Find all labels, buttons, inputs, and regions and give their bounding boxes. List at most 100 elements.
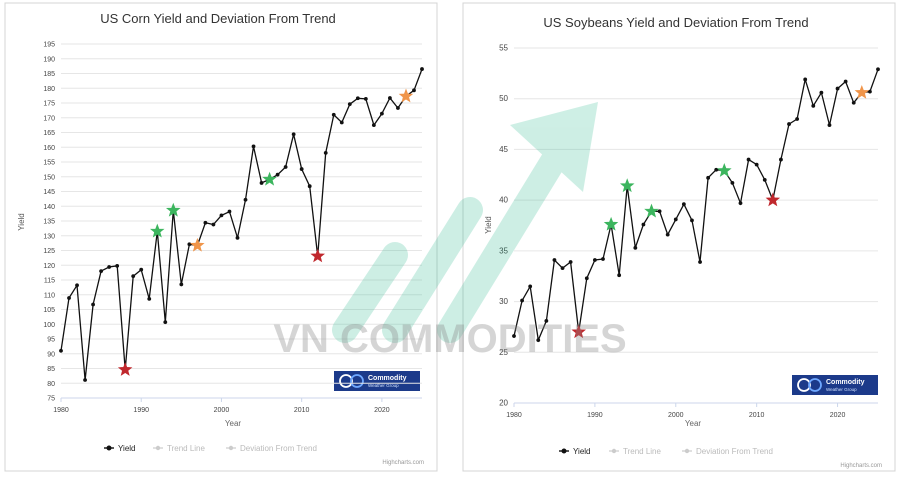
soy-data-point[interactable]	[665, 232, 670, 237]
corn-data-point[interactable]	[147, 296, 152, 301]
corn-data-point[interactable]	[379, 111, 384, 116]
soy-data-point[interactable]	[868, 89, 872, 94]
corn-data-point[interactable]	[75, 283, 79, 288]
corn-data-point[interactable]	[388, 96, 392, 100]
corn-data-point[interactable]	[363, 96, 368, 101]
soy-deviation-star-icon[interactable]	[854, 84, 870, 99]
soy-data-point[interactable]	[795, 117, 800, 121]
soy-data-point[interactable]	[827, 123, 832, 127]
soy-deviation-star-icon[interactable]	[765, 192, 781, 207]
legend-item-yield[interactable]: Yield	[118, 444, 136, 453]
corn-data-point[interactable]	[331, 112, 336, 117]
soy-data-point[interactable]	[835, 86, 840, 91]
corn-data-point[interactable]	[259, 181, 264, 185]
legend-item-deviation[interactable]: Deviation From Trend	[696, 447, 773, 456]
soy-data-point[interactable]	[876, 67, 880, 72]
soy-data-point[interactable]	[754, 162, 759, 167]
soy-data-point[interactable]	[690, 218, 694, 223]
corn-data-point[interactable]	[67, 296, 71, 300]
soy-data-point[interactable]	[779, 157, 783, 162]
soy-credit[interactable]: Highcharts.com	[840, 463, 882, 469]
soy-deviation-star-icon[interactable]	[603, 216, 619, 231]
corn-deviation-star-icon[interactable]	[117, 362, 133, 376]
soy-deviation-star-icon[interactable]	[644, 203, 659, 218]
corn-data-point[interactable]	[420, 67, 424, 71]
corn-data-point[interactable]	[371, 123, 376, 128]
corn-data-point[interactable]	[211, 222, 216, 227]
corn-data-point[interactable]	[339, 120, 344, 125]
legend-item-deviation[interactable]: Deviation From Trend	[240, 444, 317, 453]
soy-data-point[interactable]	[520, 298, 524, 303]
soy-data-point[interactable]	[746, 157, 751, 162]
soy-data-point[interactable]	[706, 175, 711, 180]
soy-data-point[interactable]	[617, 273, 622, 278]
corn-data-point[interactable]	[235, 235, 240, 240]
soy-data-point[interactable]	[803, 77, 808, 82]
soy-data-point[interactable]	[657, 209, 662, 214]
soy-data-point[interactable]	[512, 334, 516, 338]
corn-data-point[interactable]	[251, 144, 256, 149]
soy-data-point[interactable]	[730, 181, 735, 185]
soy-data-point[interactable]	[552, 258, 557, 262]
soy-data-point[interactable]	[544, 318, 549, 323]
soy-deviation-star-icon[interactable]	[571, 324, 587, 339]
soy-data-point[interactable]	[601, 257, 605, 261]
corn-data-point[interactable]	[107, 265, 112, 269]
corn-data-point[interactable]	[323, 150, 328, 155]
soy-data-point[interactable]	[568, 260, 573, 264]
soy-data-point[interactable]	[851, 100, 856, 105]
soy-data-point[interactable]	[560, 266, 565, 270]
soy-data-point[interactable]	[673, 217, 678, 222]
corn-deviation-star-icon[interactable]	[165, 202, 181, 217]
corn-data-point[interactable]	[203, 220, 208, 225]
corn-data-point[interactable]	[291, 132, 296, 137]
soy-data-point[interactable]	[641, 222, 646, 227]
corn-deviation-star-icon[interactable]	[190, 237, 205, 252]
corn-data-point[interactable]	[83, 378, 87, 382]
corn-data-point[interactable]	[347, 102, 352, 107]
soy-data-point[interactable]	[787, 122, 791, 126]
soy-data-point[interactable]	[714, 167, 719, 172]
corn-data-point[interactable]	[227, 209, 232, 214]
legend-item-trend-line[interactable]: Trend Line	[623, 447, 662, 456]
corn-deviation-star-icon[interactable]	[262, 171, 277, 186]
soy-data-point[interactable]	[584, 276, 589, 281]
corn-data-point[interactable]	[179, 282, 184, 287]
corn-deviation-star-icon[interactable]	[310, 248, 326, 263]
soy-deviation-star-icon[interactable]	[619, 178, 635, 193]
legend-item-yield[interactable]: Yield	[573, 447, 591, 456]
soy-data-point[interactable]	[738, 201, 743, 206]
corn-data-point[interactable]	[139, 267, 144, 272]
corn-data-point[interactable]	[99, 269, 104, 274]
corn-data-point[interactable]	[59, 348, 63, 353]
corn-data-point[interactable]	[412, 88, 416, 93]
soy-data-point[interactable]	[819, 90, 824, 95]
corn-data-point[interactable]	[307, 184, 312, 189]
corn-data-point[interactable]	[243, 197, 248, 202]
corn-deviation-star-icon[interactable]	[149, 223, 165, 238]
corn-credit[interactable]: Highcharts.com	[382, 460, 424, 466]
corn-data-point[interactable]	[396, 106, 400, 110]
soy-data-point[interactable]	[811, 103, 816, 108]
corn-data-point[interactable]	[131, 274, 136, 279]
soy-data-point[interactable]	[843, 79, 848, 84]
corn-data-point[interactable]	[275, 172, 280, 177]
soy-data-point[interactable]	[536, 338, 541, 343]
corn-data-point[interactable]	[355, 96, 360, 101]
corn-data-point[interactable]	[187, 242, 192, 247]
corn-data-point[interactable]	[91, 302, 95, 307]
corn-data-point[interactable]	[163, 320, 168, 325]
corn-deviation-star-icon[interactable]	[398, 88, 414, 103]
corn-data-point[interactable]	[115, 263, 120, 268]
soy-data-point[interactable]	[528, 284, 533, 289]
legend-item-trend-line[interactable]: Trend Line	[167, 444, 206, 453]
soy-data-point[interactable]	[762, 177, 767, 182]
soy-deviation-star-icon[interactable]	[716, 163, 732, 177]
corn-data-point[interactable]	[283, 165, 288, 169]
soy-data-point[interactable]	[681, 202, 686, 207]
corn-data-point[interactable]	[219, 213, 224, 218]
corn-data-point[interactable]	[299, 167, 304, 171]
soy-data-point[interactable]	[633, 245, 638, 250]
soy-data-point[interactable]	[592, 258, 597, 262]
soy-data-point[interactable]	[698, 260, 702, 264]
